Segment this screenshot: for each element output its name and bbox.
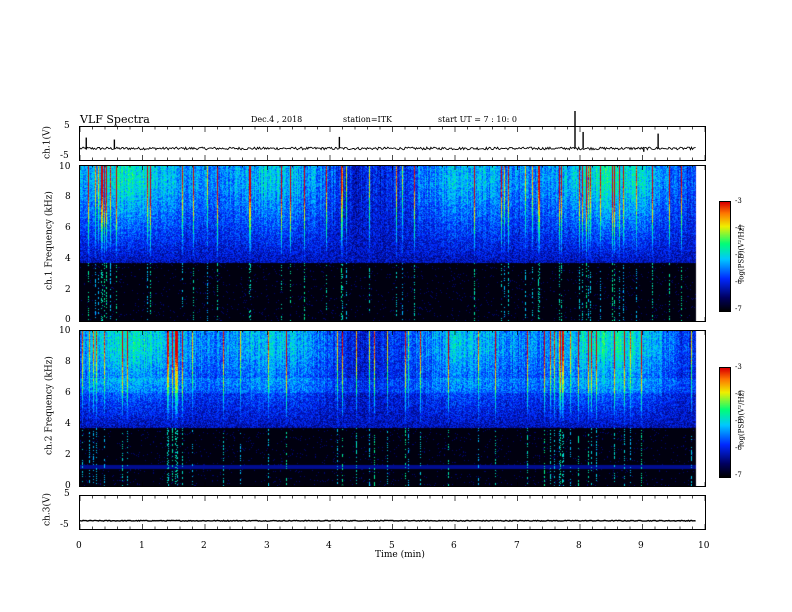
ch1-waveform-svg (79, 111, 706, 160)
ch1-colorbar-tick: -6 (735, 278, 742, 286)
x-tick: 6 (451, 541, 457, 551)
x-tick: 2 (201, 541, 207, 551)
ch1-ytick-top: 5 (64, 121, 70, 131)
ch1-ytick: 10 (59, 162, 71, 172)
ch1-ytick: 4 (65, 254, 71, 264)
ch2-ytick: 6 (65, 388, 71, 398)
x-tick: 9 (638, 541, 644, 551)
x-tick: 10 (698, 541, 710, 551)
ch1-ytick: 0 (65, 315, 71, 325)
ch2-ytick: 2 (65, 450, 71, 460)
x-tick: 1 (139, 541, 145, 551)
x-axis-label: Time (min) (375, 550, 425, 560)
ch1-spectrogram-panel (79, 165, 706, 322)
x-tick: 8 (576, 541, 582, 551)
ch1-colorbar (719, 201, 731, 312)
ch1-ytick: 2 (65, 285, 71, 295)
date-label: Dec.4 , 2018 (251, 115, 303, 124)
ch1-colorbar-canvas (720, 202, 730, 311)
ch2-colorbar-tick: -6 (735, 444, 742, 452)
ch1-ytick: 8 (65, 192, 71, 202)
start-time-label: start UT = 7 : 10: 0 (438, 115, 517, 124)
chart-title: VLF Spectra (80, 113, 150, 126)
ch3-waveform-line (79, 519, 696, 523)
ch1-waveform-line (79, 146, 696, 151)
x-tick: 7 (514, 541, 520, 551)
ch2-ytick: 4 (65, 419, 71, 429)
station-label: station=ITK (343, 115, 393, 124)
ch2-spectrogram-panel (79, 330, 706, 487)
ch2-ytick: 10 (59, 326, 71, 336)
ch3-waveform-panel (79, 495, 706, 530)
ch2-colorbar-tick: -3 (735, 363, 742, 371)
ch1-colorbar-tick: -4 (735, 224, 742, 232)
ch2-ytick: 8 (65, 357, 71, 367)
ch2-colorbar (719, 367, 731, 478)
ch1-waveform-panel (79, 111, 706, 161)
ch3-ytick-top: 5 (64, 489, 70, 499)
ch3-ytick-bottom: -5 (60, 520, 69, 530)
x-tick: 5 (389, 541, 395, 551)
ch3-waveform-svg (79, 496, 706, 529)
ch1-ytick: 6 (65, 223, 71, 233)
ch2-colorbar-tick: -4 (735, 390, 742, 398)
ch2-colorbar-tick: -5 (735, 417, 742, 425)
ch1-colorbar-tick: -7 (735, 305, 742, 313)
ch2-spectrogram-canvas (80, 331, 705, 486)
ch2-ytick: 0 (65, 481, 71, 491)
ch1-colorbar-tick: -5 (735, 251, 742, 259)
ch2-colorbar-tick: -7 (735, 471, 742, 479)
x-tick: 0 (76, 541, 82, 551)
ch1-ytick-bottom: -5 (60, 151, 69, 161)
x-tick: 4 (326, 541, 332, 551)
ch1-spectrogram-canvas (80, 166, 705, 321)
ch2-colorbar-canvas (720, 368, 730, 477)
x-tick: 3 (264, 541, 270, 551)
ch1-colorbar-tick: -3 (735, 197, 742, 205)
